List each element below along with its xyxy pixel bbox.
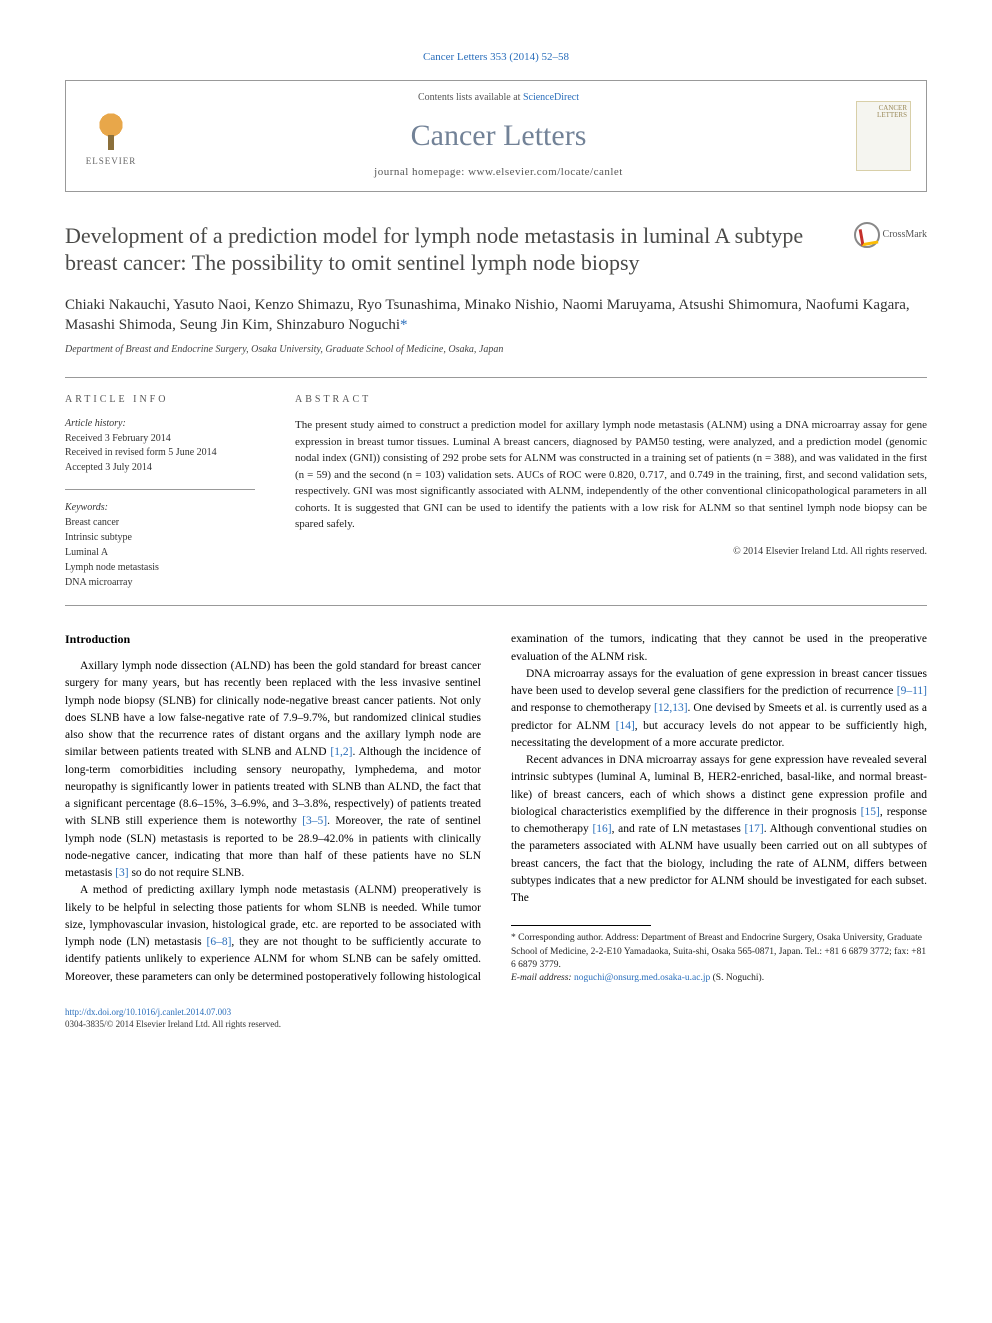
citation-ref[interactable]: [6–8] <box>206 936 231 948</box>
contents-list-line: Contents lists available at ScienceDirec… <box>141 91 856 105</box>
body-paragraph: DNA microarray assays for the evaluation… <box>511 666 927 752</box>
article-info-label: ARTICLE INFO <box>65 393 255 407</box>
citation-ref[interactable]: [3] <box>115 867 128 879</box>
body-columns: Introduction Axillary lymph node dissect… <box>65 631 927 986</box>
citation-ref[interactable]: [1,2] <box>330 746 352 758</box>
citation-ref[interactable]: [3–5] <box>302 815 327 827</box>
body-paragraph: Axillary lymph node dissection (ALND) ha… <box>65 658 481 882</box>
crossmark-label: CrossMark <box>883 228 927 242</box>
publisher-name: ELSEVIER <box>86 155 137 168</box>
corresponding-marker: * <box>400 317 408 333</box>
issn-copyright: 0304-3835/© 2014 Elsevier Ireland Ltd. A… <box>65 1019 281 1029</box>
header-citation: Cancer Letters 353 (2014) 52–58 <box>65 50 927 65</box>
body-paragraph: Recent advances in DNA microarray assays… <box>511 752 927 907</box>
keywords-block: Keywords: Breast cancer Intrinsic subtyp… <box>65 500 255 590</box>
authors-list: Chiaki Nakauchi, Yasuto Naoi, Kenzo Shim… <box>65 295 927 336</box>
citation-ref[interactable]: [17] <box>745 823 764 835</box>
citation-ref[interactable]: [9–11] <box>897 685 927 697</box>
crossmark-icon <box>854 222 880 248</box>
elsevier-logo: ELSEVIER <box>81 101 141 171</box>
citation-ref[interactable]: [16] <box>592 823 611 835</box>
footnote-separator <box>511 925 651 926</box>
introduction-heading: Introduction <box>65 631 481 648</box>
page-footer: http://dx.doi.org/10.1016/j.canlet.2014.… <box>65 1006 927 1031</box>
journal-cover-thumbnail: CANCER LETTERS <box>856 101 911 171</box>
abstract-label: ABSTRACT <box>295 393 927 407</box>
article-history: Article history: Received 3 February 201… <box>65 417 255 475</box>
citation-ref[interactable]: [14] <box>616 720 635 732</box>
crossmark-badge[interactable]: CrossMark <box>854 222 927 248</box>
abstract-text: The present study aimed to construct a p… <box>295 417 927 533</box>
journal-header-box: ELSEVIER Contents lists available at Sci… <box>65 80 927 191</box>
journal-name: Cancer Letters <box>141 115 856 157</box>
affiliation: Department of Breast and Endocrine Surge… <box>65 343 927 357</box>
corresponding-author-footnote: * Corresponding author. Address: Departm… <box>511 932 927 985</box>
abstract-copyright: © 2014 Elsevier Ireland Ltd. All rights … <box>295 545 927 559</box>
doi-link[interactable]: http://dx.doi.org/10.1016/j.canlet.2014.… <box>65 1007 231 1017</box>
homepage-line: journal homepage: www.elsevier.com/locat… <box>141 165 856 180</box>
email-link[interactable]: noguchi@onsurg.med.osaka-u.ac.jp <box>574 973 710 983</box>
article-title: Development of a prediction model for ly… <box>65 222 854 277</box>
homepage-url[interactable]: www.elsevier.com/locate/canlet <box>468 166 623 178</box>
citation-ref[interactable]: [12,13] <box>654 702 688 714</box>
sciencedirect-link[interactable]: ScienceDirect <box>523 92 579 103</box>
citation-ref[interactable]: [15] <box>861 806 880 818</box>
